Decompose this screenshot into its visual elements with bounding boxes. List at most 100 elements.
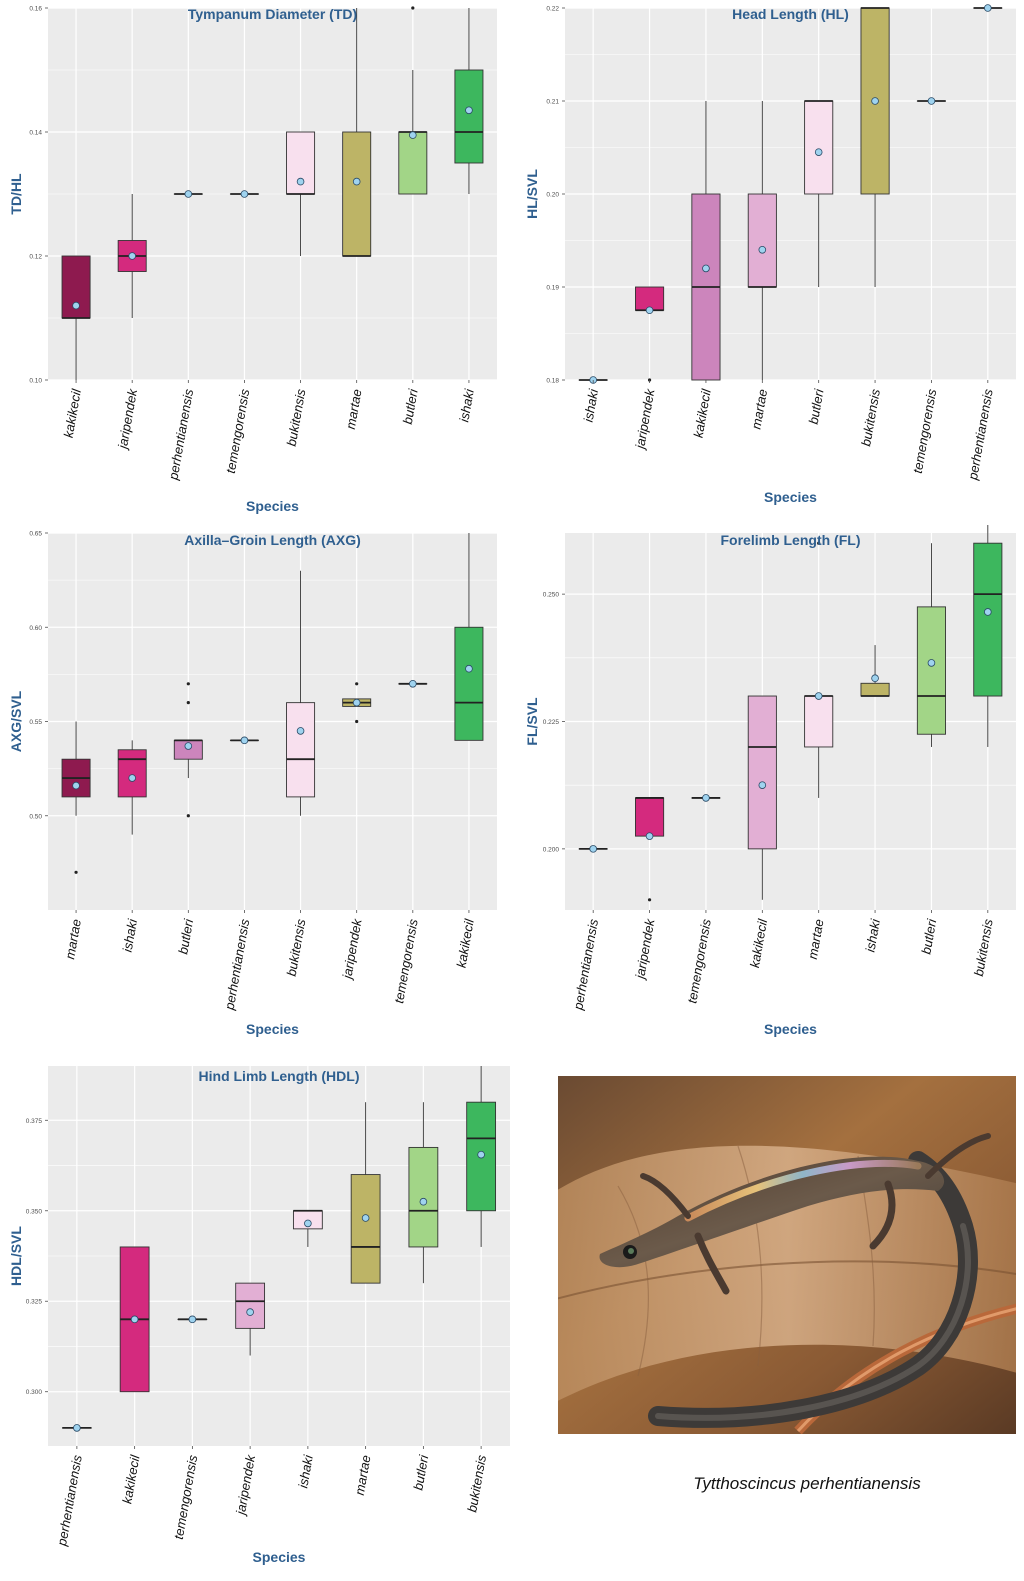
chart-td: 0.10 0.12 0.14 0.16 kakikecil jaripendek perhe…: [0, 0, 505, 520]
x-tick-label: jaripendek: [233, 1452, 259, 1517]
outlier-point: [411, 6, 414, 9]
mean-point: [409, 680, 416, 687]
box-body: [343, 132, 371, 256]
outlier-point: [648, 898, 651, 901]
box-body: [748, 696, 776, 849]
mean-point: [928, 98, 935, 105]
outlier-point: [355, 682, 358, 685]
mean-point: [984, 5, 991, 12]
mean-point: [297, 728, 304, 735]
y-tick-label: 0.325: [26, 1299, 43, 1306]
y-tick-label: 0.16: [29, 6, 42, 13]
mean-point: [703, 795, 710, 802]
x-tick-label: temengorensis: [171, 1453, 201, 1540]
mean-point: [815, 693, 822, 700]
chart-panel-td: 0.10 0.12 0.14 0.16 kakikecil jaripendek perhe…: [0, 0, 505, 520]
y-axis-label: TD/HL: [8, 173, 24, 215]
mean-point: [759, 246, 766, 253]
box-kakikecil: [120, 1247, 149, 1392]
y-tick-label: 0.65: [29, 531, 42, 538]
x-tick-label: perhentianensis: [222, 917, 253, 1011]
x-tick-label: jaripendek: [632, 916, 658, 981]
x-tick-label: perhentianensis: [165, 387, 196, 481]
x-axis-label: Species: [246, 1021, 299, 1037]
box-body: [287, 703, 315, 797]
y-tick-label: 0.60: [29, 625, 42, 632]
mean-point: [815, 149, 822, 156]
x-tick-label: martae: [748, 388, 770, 430]
lizard-illustration: [558, 1076, 1016, 1434]
y-tick-label: 0.12: [29, 254, 42, 261]
mean-point: [73, 782, 80, 789]
box-body: [351, 1175, 380, 1284]
y-tick-label: 0.19: [546, 285, 559, 292]
y-tick-label: 0.375: [26, 1118, 43, 1125]
mean-point: [297, 178, 304, 185]
x-tick-label: kakikecil: [747, 917, 770, 969]
x-axis-label: Species: [764, 489, 817, 505]
y-axis-label: HL/SVL: [524, 169, 540, 219]
x-tick-label: martae: [62, 918, 84, 960]
mean-point: [759, 782, 766, 789]
y-tick-label: 0.22: [546, 6, 559, 13]
mean-point: [646, 307, 653, 314]
mean-point: [129, 775, 136, 782]
box-body: [917, 607, 945, 734]
box-body: [409, 1147, 438, 1247]
x-tick-label: perhentianensis: [965, 387, 996, 481]
mean-point: [185, 743, 192, 750]
box-body: [118, 750, 146, 797]
mean-point: [872, 98, 879, 105]
box-body: [974, 543, 1002, 696]
chart-panel-hdl: 0.300 0.325 0.350 0.375 perhentianensis kakik…: [0, 1060, 515, 1581]
chart-title: Head Length (HL): [732, 6, 849, 22]
chart-panel-axg: 0.50 0.55 0.60 0.65 martae ishaki butleri perhe…: [0, 525, 505, 1040]
chart-hdl: 0.3000.3250.3500.375perhentianensis kakik…: [0, 1060, 515, 1581]
chart-panel-hl: 0.18 0.19 0.20 0.21 0.22 ishaki jaripendek kaki…: [515, 0, 1024, 520]
x-tick-label: butleri: [400, 387, 421, 426]
x-tick-label: kakikecil: [691, 387, 714, 439]
mean-point: [129, 253, 136, 260]
x-tick-label: bukitensis: [971, 917, 996, 977]
outlier-point: [355, 720, 358, 723]
x-tick-label: kakikecil: [454, 917, 477, 969]
mean-point: [73, 302, 80, 309]
x-tick-label: ishaki: [862, 917, 883, 953]
x-tick-label: jaripendek: [115, 386, 141, 451]
mean-point: [362, 1215, 369, 1222]
chart-hl: 0.18 0.19 0.20 0.21 0.22 ishaki jaripendek kaki…: [515, 0, 1024, 520]
x-tick-label: perhentianensis: [570, 917, 601, 1011]
x-axis-label: Species: [764, 1021, 817, 1037]
x-axis-label: Species: [246, 498, 299, 514]
y-tick-label: 0.10: [29, 378, 42, 385]
mean-point: [703, 265, 710, 272]
mean-point: [872, 675, 879, 682]
x-tick-label: temengorensis: [223, 387, 253, 474]
mean-point: [646, 833, 653, 840]
y-tick-label: 0.21: [546, 99, 559, 106]
x-tick-label: martae: [343, 388, 365, 430]
y-tick-label: 0.14: [29, 130, 42, 137]
mean-point: [928, 660, 935, 667]
y-tick-label: 0.350: [26, 1208, 43, 1215]
x-tick-label: butleri: [175, 917, 196, 956]
mean-point: [353, 699, 360, 706]
x-tick-label: bukitensis: [284, 387, 309, 447]
chart-title: Axilla–Groin Length (AXG): [184, 532, 361, 548]
x-tick-label: bukitensis: [284, 917, 309, 977]
x-tick-label: ishaki: [581, 387, 602, 423]
mean-point: [73, 1425, 80, 1432]
x-tick-label: kakikecil: [61, 387, 84, 439]
y-tick-label: 0.200: [543, 846, 560, 853]
mean-point: [189, 1316, 196, 1323]
y-tick-label: 0.20: [546, 192, 559, 199]
outlier-point: [187, 814, 190, 817]
mean-point: [247, 1309, 254, 1316]
x-tick-label: temengorensis: [910, 387, 940, 474]
box-body: [399, 132, 427, 194]
chart-title: Tympanum Diameter (TD): [188, 6, 357, 22]
chart-panel-fl: 0.200 0.225 0.250 perhentianensis jaripendek…: [515, 525, 1024, 1040]
x-tick-label: jaripendek: [632, 386, 658, 451]
mean-point: [241, 737, 248, 744]
outlier-point: [187, 701, 190, 704]
